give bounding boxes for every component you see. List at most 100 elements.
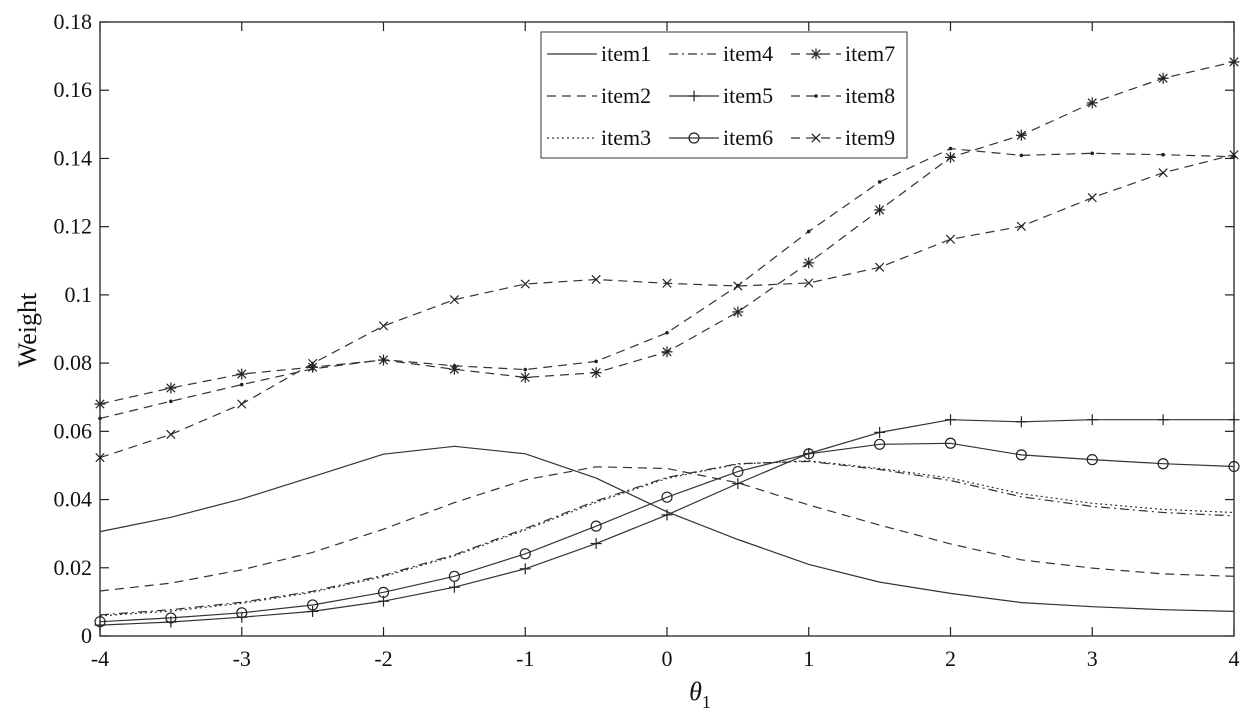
data-point-item8 <box>665 330 669 335</box>
series-item4 <box>99 460 1235 616</box>
legend-label: item7 <box>845 41 895 66</box>
data-point-item5 <box>307 605 319 617</box>
series-item5 <box>94 414 1240 631</box>
data-point-item6 <box>165 612 177 624</box>
legend-label: item9 <box>845 125 895 150</box>
data-point-item6 <box>1157 458 1169 470</box>
data-point-item5 <box>590 538 602 550</box>
y-tick-label: 0.12 <box>54 214 93 239</box>
legend-label: item4 <box>723 41 773 66</box>
legend-label: item6 <box>723 125 773 150</box>
y-tick-label: 0.02 <box>54 555 93 580</box>
series-line-item5 <box>99 419 1234 626</box>
data-point-item7 <box>732 306 744 318</box>
legend-entry-item8: item8 <box>791 83 895 108</box>
data-point-item7 <box>874 204 886 216</box>
data-point-item6 <box>448 570 460 582</box>
data-point-item8 <box>594 359 598 364</box>
data-point-item8 <box>877 180 882 184</box>
data-point-item6 <box>874 438 886 450</box>
data-point-item9 <box>733 281 743 291</box>
data-point-item8 <box>948 146 953 151</box>
series-item9 <box>95 150 1239 463</box>
data-point-item7 <box>803 257 815 269</box>
legend-entry-item5: item5 <box>669 83 773 108</box>
y-tick-label: 0.06 <box>54 418 93 443</box>
legend-entry-item9: item9 <box>791 125 895 150</box>
series-line-item9 <box>99 154 1235 459</box>
data-point-item5 <box>874 426 886 438</box>
data-point-item6 <box>1015 449 1027 461</box>
x-tick-label: 1 <box>803 646 814 671</box>
legend-label: item5 <box>723 83 773 108</box>
data-point-item6 <box>236 607 248 619</box>
legend-box <box>540 31 908 159</box>
data-point-item9 <box>378 321 389 331</box>
y-tick-label: 0.14 <box>54 145 93 170</box>
data-point-item5 <box>448 581 460 593</box>
series-item3 <box>99 460 1235 617</box>
series-line-item2 <box>99 466 1235 592</box>
data-point-item7 <box>236 368 248 380</box>
data-point-item9 <box>166 429 176 440</box>
legend-entry-item2: item2 <box>547 83 651 108</box>
data-point-item9 <box>662 278 672 288</box>
data-point-item6 <box>661 491 673 503</box>
legend-entry-item3: item3 <box>547 125 651 150</box>
x-tick-label: -3 <box>233 646 251 671</box>
data-point-item5 <box>1228 414 1240 426</box>
data-point-item6 <box>94 616 106 628</box>
legend-marker <box>814 94 818 98</box>
data-point-item8 <box>1090 151 1095 156</box>
data-point-item9 <box>237 399 247 409</box>
plot-area <box>94 56 1240 631</box>
y-axis-label: Weight <box>13 292 42 367</box>
x-tick-label: -2 <box>374 646 392 671</box>
legend-marker <box>688 90 700 102</box>
data-point-item5 <box>519 563 531 575</box>
data-point-item9 <box>95 452 105 463</box>
data-point-item7 <box>590 367 602 379</box>
series-line-item4 <box>99 460 1235 616</box>
x-tick-label: 0 <box>662 646 673 671</box>
data-point-item7 <box>661 346 673 358</box>
y-tick-label: 0.08 <box>54 350 93 375</box>
legend-marker <box>810 48 822 60</box>
data-point-item6 <box>307 599 319 611</box>
series-item2 <box>99 466 1235 592</box>
series-line-item3 <box>99 460 1235 617</box>
data-point-item8 <box>239 382 244 387</box>
data-point-item7 <box>519 371 531 383</box>
data-point-item9 <box>1087 193 1097 203</box>
data-point-item9 <box>308 358 318 369</box>
data-point-item9 <box>1158 168 1168 178</box>
x-tick-label: 3 <box>1087 646 1098 671</box>
data-point-item8 <box>1161 152 1165 157</box>
legend-entry-item1: item1 <box>547 41 651 66</box>
legend-marker <box>811 133 821 143</box>
data-point-item7 <box>1015 129 1027 141</box>
data-point-item6 <box>377 586 390 598</box>
data-point-item5 <box>1157 414 1169 426</box>
data-point-item5 <box>1086 414 1098 426</box>
series-line-item8 <box>99 147 1235 419</box>
x-tick-label: 4 <box>1229 646 1240 671</box>
data-point-item7 <box>165 382 177 394</box>
data-point-item9 <box>591 274 601 285</box>
data-point-item6 <box>803 448 815 460</box>
data-point-item6 <box>519 548 531 560</box>
legend-entry-item6: item6 <box>669 125 773 150</box>
legend-label: item2 <box>601 83 651 108</box>
data-point-item8 <box>523 367 528 372</box>
series-line-item6 <box>99 442 1235 623</box>
series-item1 <box>99 445 1235 612</box>
data-point-item8 <box>452 364 457 368</box>
series-item6 <box>94 437 1240 628</box>
y-tick-label: 0.18 <box>54 9 93 34</box>
data-point-item6 <box>944 437 957 449</box>
data-point-item7 <box>1157 72 1169 84</box>
data-point-item9 <box>1229 150 1239 160</box>
series-line-item1 <box>99 445 1235 612</box>
x-axis-label-symbol: θ <box>689 677 702 706</box>
